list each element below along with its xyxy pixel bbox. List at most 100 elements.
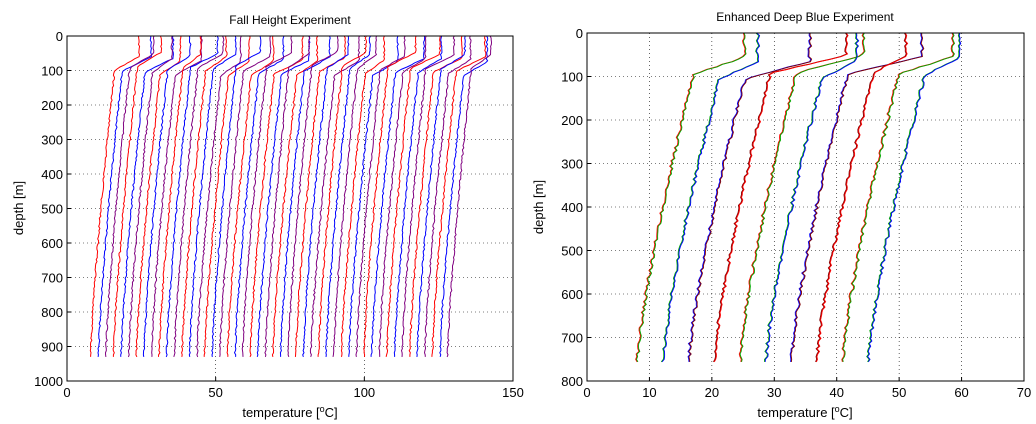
left-profile-line (112, 35, 163, 357)
right-y-tick-label: 500 (561, 244, 583, 259)
left-xlabel-tail: C] (325, 405, 338, 420)
left-profile-line (271, 35, 319, 358)
right-x-tick-label: 60 (954, 385, 968, 400)
right-series (635, 32, 962, 363)
left-profile-line (287, 35, 339, 358)
left-profile-line (203, 35, 251, 357)
right-grid (587, 33, 1024, 381)
right-profile-line (687, 32, 812, 362)
right-y-tick-label: 100 (561, 70, 583, 85)
right-profile-line (815, 32, 908, 363)
left-profile-line (309, 35, 361, 358)
right-profile-line (764, 32, 860, 362)
left-xlabel-sup: o (320, 404, 325, 414)
right-profile-line (739, 32, 866, 362)
right-y-tick-label: 600 (561, 287, 583, 302)
left-profile-line (325, 35, 371, 357)
left-y-tick-label: 300 (41, 133, 63, 148)
left-profile-line (233, 35, 285, 357)
left-y-tick-label: 1000 (34, 374, 63, 389)
left-profile-line (241, 35, 293, 357)
right-profile-line (738, 32, 865, 362)
left-profile-line (181, 35, 228, 357)
left-profile-line (158, 36, 202, 357)
right-y-ticks: 0 100 200 300 400 500 600 700 800 (561, 26, 591, 389)
right-x-tick-label: 20 (705, 385, 719, 400)
left-profile-line (135, 35, 182, 358)
right-y-tick-label: 300 (561, 157, 583, 172)
left-series (89, 35, 493, 358)
right-x-ticks: 0 10 20 30 40 50 60 70 (583, 377, 1031, 400)
left-xlabel-head: temperature [ (242, 405, 320, 420)
left-x-tick-label: 0 (63, 385, 70, 400)
left-profile-line (363, 35, 417, 357)
left-y-ticks: 0 100 200 300 400 500 600 700 800 900 1000 (34, 29, 71, 389)
left-profile-line (348, 35, 399, 357)
right-x-tick-label: 30 (767, 385, 781, 400)
left-profile-line (151, 35, 203, 357)
left-y-tick-label: 400 (41, 167, 63, 182)
left-profile-line (378, 35, 427, 357)
left-y-tick-label: 500 (41, 202, 63, 217)
left-profile-line (188, 35, 237, 358)
left-profile-line (439, 35, 489, 358)
left-x-ticks: 0 50 100 150 (63, 377, 524, 400)
right-profile-line (842, 32, 956, 362)
right-profile-line (661, 32, 761, 363)
right-x-tick-label: 40 (829, 385, 843, 400)
left-y-tick-label: 100 (41, 64, 63, 79)
left-y-axis-label: depth [m] (11, 181, 26, 235)
right-x-axis-label: temperature [oC] (757, 404, 852, 420)
left-profile-line (104, 35, 155, 357)
right-profile-line (867, 32, 962, 363)
chart-fall-height: 0 50 100 150 0 100 200 300 400 500 600 700 800 900 10… (11, 13, 524, 420)
right-profile-line (815, 32, 909, 363)
right-y-tick-label: 200 (561, 113, 583, 128)
left-x-tick-label: 50 (208, 385, 222, 400)
left-profile-line (400, 35, 456, 357)
left-profile-line (127, 35, 173, 358)
left-profile-line (249, 35, 304, 358)
right-profile-line (764, 32, 859, 362)
right-profile-line (660, 32, 760, 363)
right-profile-line (790, 33, 925, 362)
right-profile-line (713, 32, 849, 363)
right-profile-line (688, 32, 813, 362)
left-profile-line (142, 35, 192, 357)
left-profile-line (416, 35, 467, 357)
left-profile-line (385, 35, 441, 358)
left-profile-line (279, 35, 331, 357)
right-xlabel-tail: C] (840, 405, 853, 420)
left-profile-line (173, 35, 225, 358)
left-profile-line (431, 35, 487, 357)
left-y-tick-label: 0 (56, 29, 63, 44)
right-x-tick-label: 0 (583, 385, 590, 400)
left-profile-line (302, 35, 350, 358)
left-profile-line (446, 35, 493, 358)
left-profile-line (97, 35, 153, 357)
left-profile-line (317, 35, 368, 357)
left-chart-title: Fall Height Experiment (229, 13, 351, 27)
right-x-tick-label: 70 (1017, 385, 1031, 400)
left-profile-line (332, 35, 378, 357)
right-xlabel-sup: o (835, 404, 840, 414)
left-y-tick-label: 600 (41, 236, 63, 251)
right-profile-line (841, 32, 955, 362)
chart-enhanced-deep-blue: 0 10 20 30 40 50 60 70 0 100 200 300 400 500 600 700 80… (531, 10, 1031, 420)
left-profile-line (408, 35, 463, 357)
left-y-tick-label: 800 (41, 305, 63, 320)
left-x-tick-label: 100 (353, 385, 375, 400)
left-profile-line (264, 35, 311, 358)
left-profile-line (165, 35, 219, 358)
left-profile-line (89, 35, 141, 357)
right-plot-frame (587, 33, 1024, 381)
left-y-tick-label: 700 (41, 271, 63, 286)
left-profile-line (423, 35, 472, 357)
right-x-tick-label: 50 (892, 385, 906, 400)
right-y-tick-label: 800 (561, 374, 583, 389)
left-profile-line (256, 35, 311, 358)
right-profile-line (713, 32, 848, 363)
right-profile-line (636, 32, 747, 363)
left-profile-line (340, 35, 386, 357)
